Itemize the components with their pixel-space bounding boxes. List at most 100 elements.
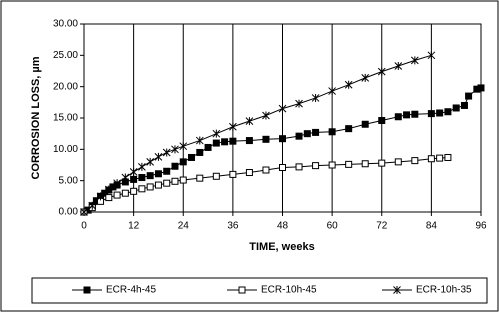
- data-point: [444, 108, 452, 116]
- data-point: [105, 194, 113, 202]
- data-point: [295, 132, 303, 140]
- y-axis-label: CORROSION LOSS, µm: [30, 56, 42, 179]
- data-point: [163, 179, 171, 187]
- data-point: [444, 153, 452, 161]
- data-point: [311, 93, 320, 102]
- y-tick-label: 10.00: [53, 144, 78, 155]
- data-point: [146, 183, 154, 191]
- data-point: [427, 155, 435, 163]
- data-point: [452, 104, 460, 112]
- x-tick-label: 48: [277, 221, 289, 232]
- data-point: [171, 162, 179, 170]
- x-tick-label: 96: [475, 221, 487, 232]
- data-point: [162, 148, 171, 157]
- data-point: [229, 170, 237, 178]
- data-point: [163, 167, 171, 175]
- data-point: [345, 160, 353, 168]
- data-point: [328, 128, 336, 136]
- legend-marker: [238, 286, 246, 294]
- data-point: [229, 122, 237, 131]
- data-point: [154, 152, 163, 161]
- y-tick-label: 25.00: [53, 50, 78, 61]
- data-point: [154, 170, 162, 178]
- data-point: [138, 162, 146, 171]
- data-point: [427, 110, 435, 118]
- data-point: [104, 185, 113, 194]
- y-tick-label: 15.00: [53, 113, 78, 124]
- data-point: [295, 163, 303, 171]
- data-point: [410, 56, 419, 65]
- y-tick-label: 20.00: [53, 81, 78, 92]
- data-point: [303, 130, 311, 138]
- data-point: [129, 167, 138, 176]
- legend-label: ECR-4h-45: [106, 285, 156, 296]
- data-point: [361, 73, 370, 82]
- data-point: [403, 111, 411, 119]
- data-point: [411, 110, 419, 118]
- data-point: [312, 128, 320, 136]
- data-point: [312, 162, 320, 170]
- data-point: [328, 161, 336, 169]
- series-line: [83, 54, 432, 213]
- data-point: [195, 136, 204, 145]
- data-point: [196, 174, 204, 182]
- data-point: [96, 192, 105, 201]
- data-point: [146, 157, 155, 166]
- x-tick-label: 0: [81, 221, 87, 232]
- x-tick-label: 60: [327, 221, 339, 232]
- data-point: [229, 137, 237, 145]
- data-point: [378, 159, 386, 167]
- y-tick-label: 5.00: [59, 175, 79, 186]
- data-point: [377, 67, 386, 76]
- data-point: [179, 176, 187, 184]
- data-point: [221, 138, 229, 146]
- data-point: [138, 185, 146, 193]
- data-point: [179, 142, 188, 151]
- data-point: [262, 111, 270, 120]
- data-point: [212, 172, 220, 180]
- data-point: [113, 191, 121, 199]
- x-tick-label: 72: [376, 221, 388, 232]
- data-point: [394, 113, 402, 121]
- data-point: [279, 164, 286, 172]
- legend-marker: [83, 286, 91, 294]
- legend-label: ECR-10h-45: [261, 285, 317, 296]
- data-point: [154, 181, 162, 189]
- data-point: [262, 135, 270, 143]
- data-point: [262, 166, 270, 174]
- data-point: [361, 160, 369, 168]
- data-point: [361, 120, 369, 128]
- data-point: [212, 129, 221, 138]
- y-tick-label: 30.00: [53, 19, 78, 30]
- data-point: [212, 139, 220, 147]
- data-point: [121, 173, 130, 182]
- data-point: [146, 172, 154, 180]
- data-point: [378, 117, 386, 125]
- data-point: [196, 148, 204, 156]
- data-point: [394, 158, 402, 166]
- data-point: [465, 92, 473, 100]
- data-point: [204, 143, 212, 151]
- x-tick-label: 12: [128, 221, 140, 232]
- data-point: [328, 87, 336, 96]
- data-point: [411, 157, 419, 165]
- data-point: [88, 201, 97, 210]
- data-point: [188, 153, 196, 161]
- data-point: [80, 208, 88, 216]
- x-tick-label: 24: [178, 221, 190, 232]
- data-point: [171, 177, 179, 185]
- data-point: [179, 158, 187, 166]
- data-point: [279, 135, 286, 143]
- data-point: [245, 137, 253, 145]
- data-point: [245, 117, 254, 126]
- x-axis-label: TIME, weeks: [249, 241, 314, 253]
- data-point: [344, 80, 353, 89]
- data-point: [278, 104, 287, 113]
- data-point: [130, 175, 138, 183]
- y-tick-label: 0.00: [59, 207, 79, 218]
- data-point: [460, 101, 468, 109]
- data-point: [477, 84, 485, 92]
- data-point: [113, 179, 121, 188]
- x-tick-label: 36: [227, 221, 239, 232]
